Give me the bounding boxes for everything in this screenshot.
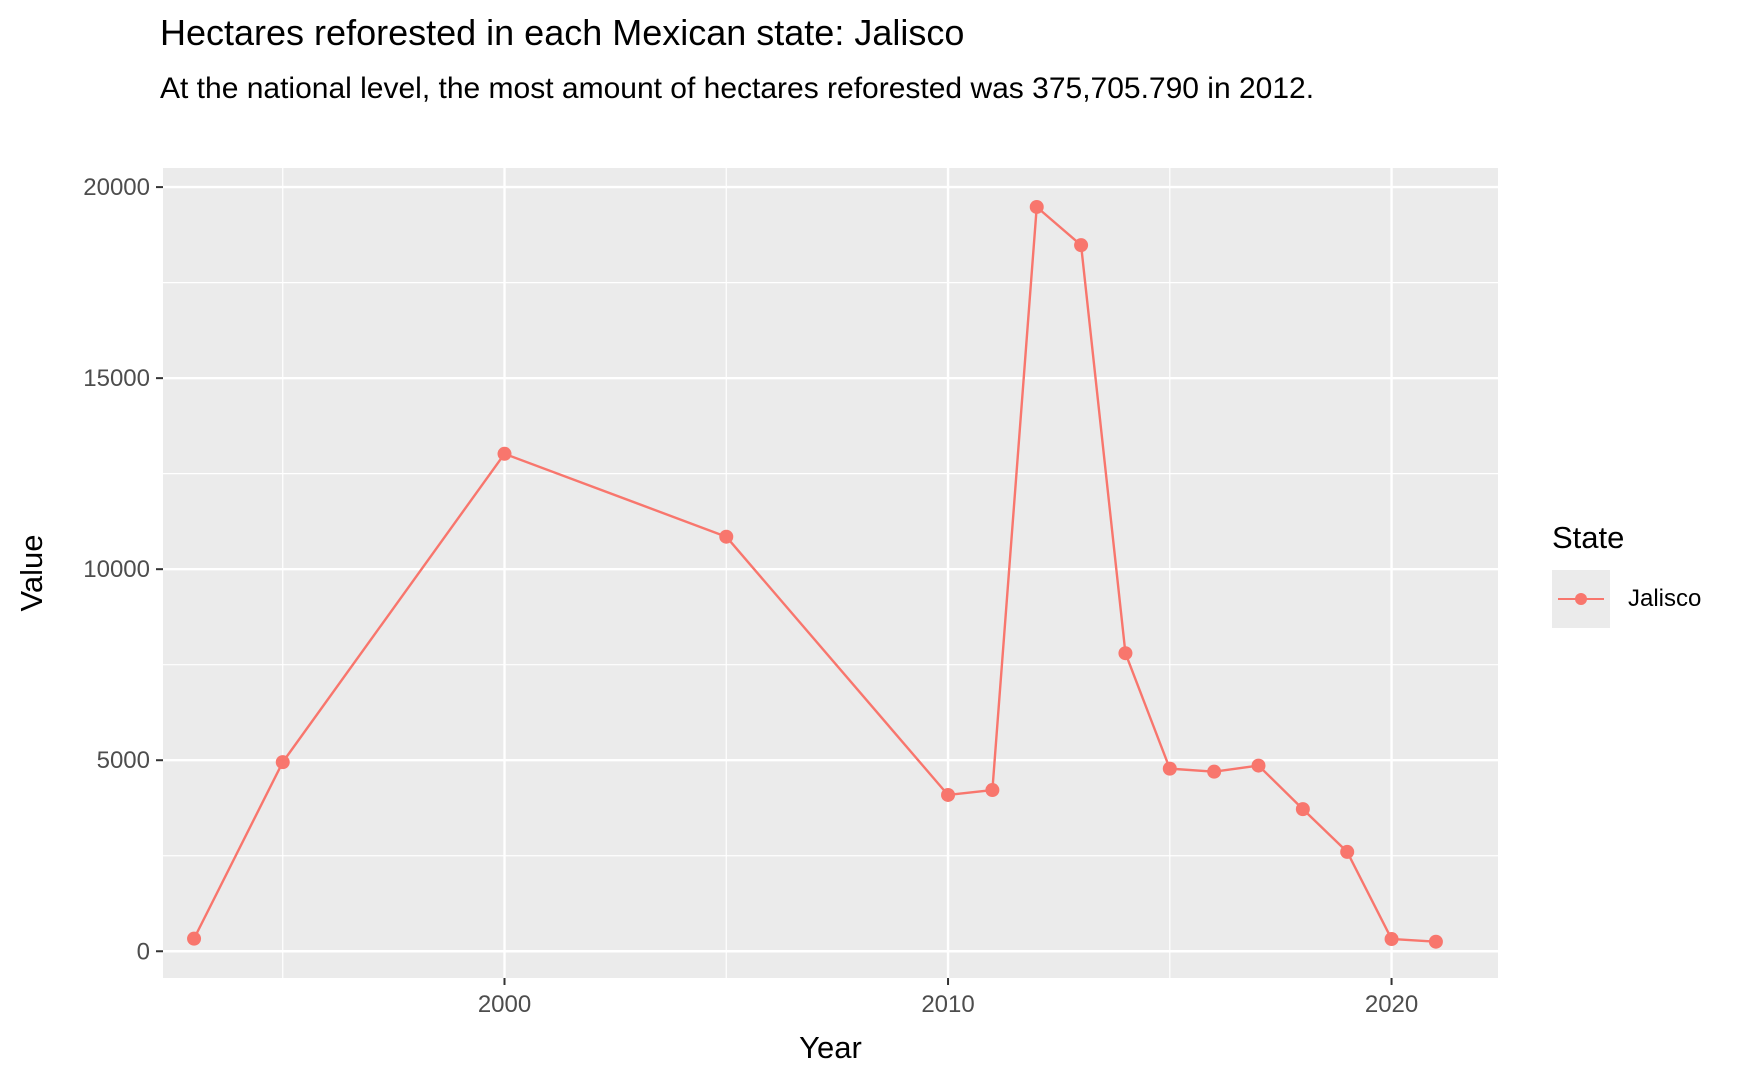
data-point (941, 787, 956, 802)
legend-title: State (1552, 520, 1625, 555)
data-point (275, 755, 290, 770)
data-point (1029, 199, 1044, 214)
series-line-jalisco (192, 205, 1436, 943)
x-axis-title: Year (799, 1030, 862, 1065)
series-layer (187, 199, 1443, 949)
x-tick-label: 2000 (478, 991, 531, 1018)
data-point (1428, 934, 1443, 949)
chart-subtitle: At the national level, the most amount o… (160, 72, 1315, 105)
data-point (1295, 802, 1310, 817)
data-point (1118, 646, 1133, 661)
x-tick-label: 2010 (921, 991, 974, 1018)
data-point (497, 446, 512, 461)
y-tick-label: 5000 (97, 747, 150, 774)
major-gridlines (163, 168, 1498, 978)
data-point (1207, 764, 1222, 779)
y-tick-label: 20000 (83, 174, 150, 201)
legend: State Jalisco (1552, 520, 1701, 628)
data-point (187, 931, 202, 946)
legend-label: Jalisco (1628, 585, 1702, 612)
legend-key-line-point-icon (1552, 570, 1610, 628)
chart-title: Hectares reforested in each Mexican stat… (160, 12, 965, 53)
data-point (1162, 761, 1177, 776)
y-axis-title: Value (14, 535, 49, 612)
axes-layer: 2000 2010 2020 0 5000 10000 15000 20000 Year Valu… (14, 174, 1418, 1065)
data-point (1074, 238, 1089, 253)
data-point (1251, 758, 1266, 773)
x-tick-label: 2020 (1365, 991, 1418, 1018)
plot-panel (163, 168, 1498, 978)
y-tick-label: 10000 (83, 556, 150, 583)
data-point (985, 783, 1000, 798)
minor-gridlines (163, 168, 1498, 978)
legend-item-jalisco: Jalisco (1552, 570, 1701, 628)
y-tick-label: 15000 (83, 365, 150, 392)
data-point (1340, 844, 1355, 859)
data-point (719, 529, 734, 544)
data-point (1384, 932, 1399, 947)
y-tick-label: 0 (137, 938, 150, 965)
